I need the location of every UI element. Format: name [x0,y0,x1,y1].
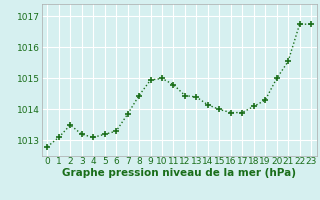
X-axis label: Graphe pression niveau de la mer (hPa): Graphe pression niveau de la mer (hPa) [62,168,296,178]
